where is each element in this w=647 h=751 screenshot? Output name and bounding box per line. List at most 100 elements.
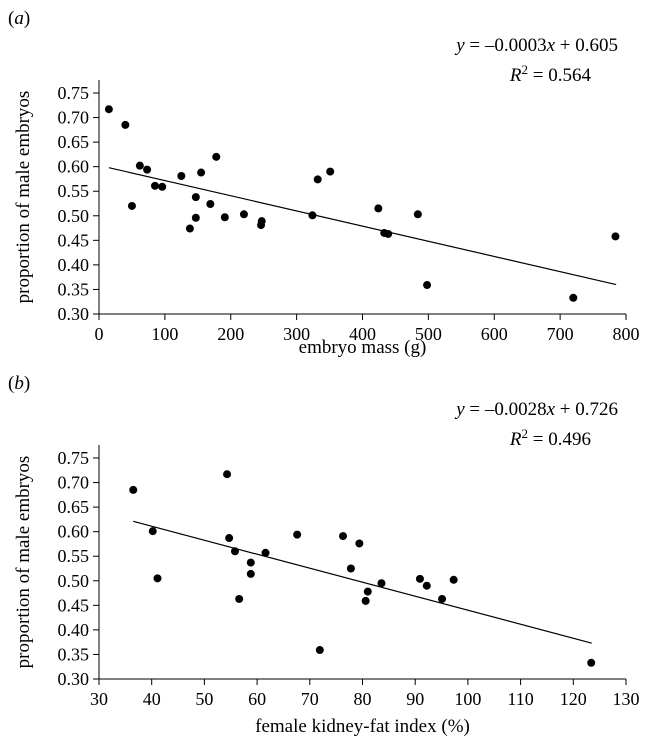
x-tick-label: 0 [95,324,104,344]
y-tick-label: 0.35 [58,279,90,299]
y-tick-label: 0.50 [58,571,90,591]
x-tick-label: 40 [143,689,161,709]
x-tick-label: 120 [560,689,587,709]
regression-equation: y = –0.0028x + 0.726 [454,399,618,420]
data-point [415,574,424,583]
y-tick-label: 0.75 [58,448,90,468]
data-point [438,594,447,603]
x-tick-label: 60 [248,689,266,709]
x-tick-label: 50 [195,689,213,709]
data-point [191,213,200,222]
x-tick-label: 600 [481,324,508,344]
data-point [212,152,221,161]
x-tick-label: 500 [415,324,442,344]
y-tick-label: 0.70 [58,108,90,128]
data-point [225,534,234,543]
panel-label: (a) [8,8,30,29]
x-tick-label: 70 [301,689,319,709]
x-tick-label: 100 [151,324,178,344]
data-point [191,193,200,202]
x-tick-label: 30 [90,689,108,709]
data-point [315,646,324,655]
x-tick-label: 700 [547,324,574,344]
data-point [246,558,255,567]
y-tick-label: 0.60 [58,157,90,177]
panel-label: (b) [8,373,30,394]
data-point [423,281,432,290]
data-point [569,293,578,302]
data-point [206,199,215,208]
data-point [104,105,113,114]
data-point [158,182,167,191]
y-tick-label: 0.65 [58,497,90,517]
y-tick-label: 0.40 [58,620,90,640]
data-point [148,527,157,536]
data-point [135,161,144,170]
x-tick-label: 110 [507,689,533,709]
data-point [230,547,239,556]
data-point [313,175,322,184]
data-point [422,581,431,590]
data-point [326,167,335,176]
y-tick-label: 0.60 [58,522,90,542]
data-point [129,485,138,494]
data-point [223,470,232,479]
data-point [377,579,386,588]
data-point [293,530,302,539]
x-tick-label: 130 [613,689,640,709]
data-point [449,575,458,584]
regression-equation: y = –0.0003x + 0.605 [454,35,618,56]
panel-a: (a) 0.30 0.35 0.40 0.45 0.50 0.55 0.60 0.65 0.70 0… [8,8,640,358]
y-axis-label: proportion of male embryos [13,456,34,669]
data-point [363,587,372,596]
y-tick-label: 0.30 [58,304,90,324]
trendline [108,167,617,286]
data-point [143,165,152,174]
y-tick-label: 0.55 [58,546,90,566]
data-point [177,171,186,180]
data-point [197,168,206,177]
y-tick-label: 0.40 [58,255,90,275]
y-tick-label: 0.70 [58,473,90,493]
data-point [121,120,130,129]
data-point [220,213,229,222]
data-point [413,210,422,219]
x-tick-label: 200 [217,324,244,344]
y-axis-label: proportion of male embryos [13,91,34,304]
y-tick-label: 0.45 [58,595,90,615]
data-point [261,548,270,557]
data-point [153,574,162,583]
y-tick-label: 0.30 [58,669,90,689]
data-point [355,539,364,548]
trendline [133,520,592,644]
data-point [384,229,393,238]
data-point [361,596,370,605]
x-tick-label: 80 [354,689,372,709]
y-tick-label: 0.50 [58,206,90,226]
r-squared: R2 = 0.496 [509,426,591,450]
data-point [246,569,255,578]
data-point [235,594,244,603]
data-point [339,532,348,541]
data-point [185,224,194,233]
x-axis-label: embryo mass (g) [299,337,427,358]
x-tick-label: 90 [406,689,424,709]
y-tick-label: 0.35 [58,644,90,664]
data-point [374,204,383,213]
data-point [611,232,620,241]
data-point [308,211,317,220]
x-axis-label: female kidney-fat index (%) [255,716,470,737]
data-point [239,210,248,219]
x-tick-label: 400 [349,324,376,344]
y-tick-label: 0.55 [58,181,90,201]
y-tick-label: 0.65 [58,132,90,152]
x-tick-label: 300 [283,324,310,344]
data-point [587,658,596,667]
data-point [127,201,136,210]
data-point [346,564,355,573]
data-point [257,217,266,226]
data-point [150,181,159,190]
r-squared: R2 = 0.564 [509,62,592,86]
x-tick-label: 100 [454,689,481,709]
